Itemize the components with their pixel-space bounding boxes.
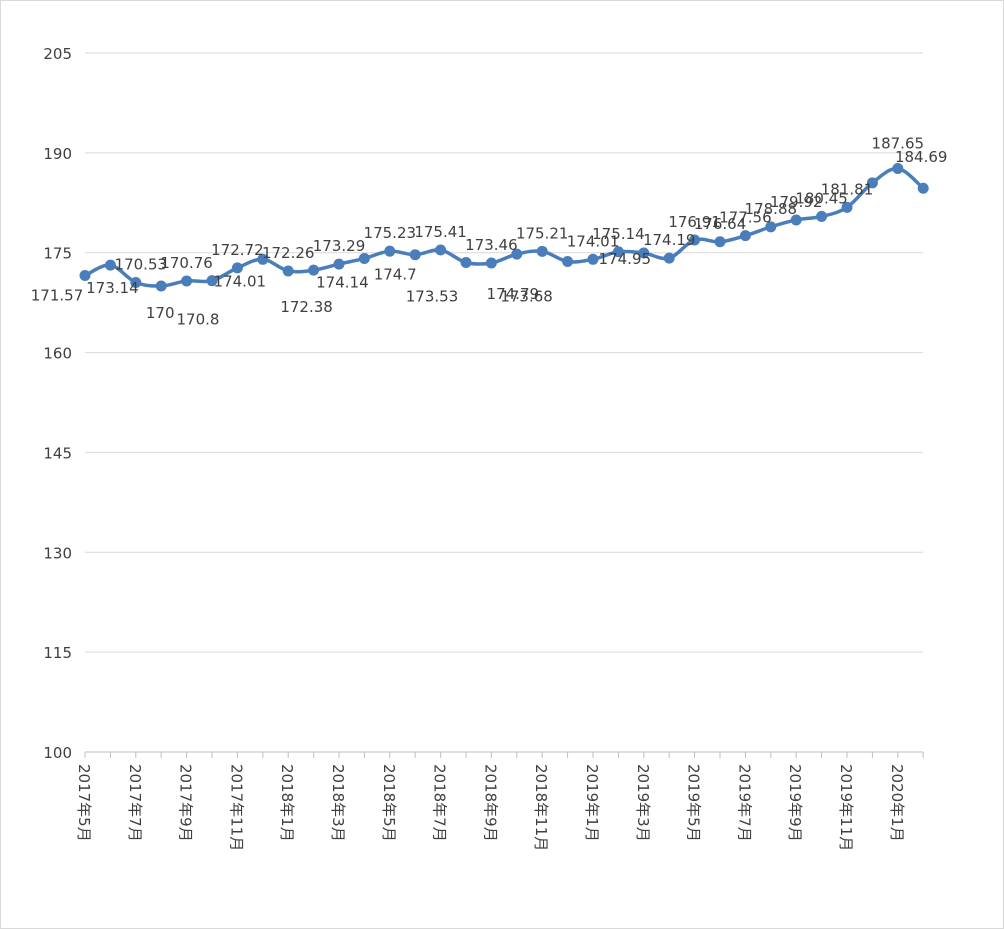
x-tick-label: 2019年1月 bbox=[583, 764, 601, 842]
x-tick-label: 2017年7月 bbox=[126, 764, 144, 842]
data-label: 170.8 bbox=[177, 311, 220, 329]
data-label: 173.46 bbox=[465, 236, 518, 254]
x-tick-label: 2018年9月 bbox=[481, 764, 499, 842]
y-tick-label: 130 bbox=[43, 544, 72, 562]
data-label: 173.29 bbox=[313, 237, 366, 255]
data-label: 172.72 bbox=[211, 241, 264, 259]
x-tick-label: 2018年3月 bbox=[329, 764, 347, 842]
data-label: 170 bbox=[146, 304, 175, 322]
data-point bbox=[511, 248, 523, 260]
data-point bbox=[689, 234, 701, 246]
data-point bbox=[181, 275, 193, 287]
data-point bbox=[257, 253, 269, 265]
data-label: 187.65 bbox=[872, 135, 925, 153]
y-tick-label: 160 bbox=[43, 345, 72, 363]
data-point bbox=[638, 247, 650, 259]
data-point bbox=[206, 275, 218, 287]
data-point bbox=[231, 262, 243, 274]
data-point bbox=[536, 245, 548, 257]
x-tick-label: 2018年1月 bbox=[278, 764, 296, 842]
data-point bbox=[358, 252, 370, 264]
data-label: 178.88 bbox=[745, 200, 798, 218]
data-label: 184.69 bbox=[895, 148, 948, 166]
data-label: 173.68 bbox=[500, 288, 553, 306]
data-point bbox=[663, 252, 675, 264]
data-label: 171.57 bbox=[31, 287, 84, 305]
data-label: 173.53 bbox=[406, 288, 459, 306]
x-tick-label: 2018年7月 bbox=[431, 764, 449, 842]
x-tick-label: 2019年11月 bbox=[837, 764, 855, 851]
data-label: 174.7 bbox=[374, 266, 417, 284]
data-label: 173.14 bbox=[86, 279, 139, 297]
data-point bbox=[155, 280, 167, 292]
series-line bbox=[84, 166, 925, 288]
x-tick-label: 2020年1月 bbox=[888, 764, 906, 842]
y-tick-label: 205 bbox=[43, 45, 72, 63]
data-label: 174.79 bbox=[487, 285, 540, 303]
x-tick-label: 2017年11月 bbox=[227, 764, 245, 851]
x-tick-label: 2019年5月 bbox=[685, 764, 703, 842]
data-point bbox=[485, 257, 497, 269]
data-point bbox=[841, 201, 853, 213]
data-point bbox=[765, 221, 777, 233]
data-point bbox=[333, 258, 345, 270]
data-point bbox=[130, 276, 142, 288]
data-point bbox=[892, 163, 904, 175]
x-tick-label: 2018年11月 bbox=[532, 764, 550, 851]
data-point bbox=[562, 256, 574, 268]
data-label: 172.26 bbox=[262, 244, 315, 262]
data-point bbox=[282, 265, 294, 277]
data-label: 179.92 bbox=[770, 193, 823, 211]
y-tick-label: 190 bbox=[43, 145, 72, 163]
x-tick-label: 2018年5月 bbox=[380, 764, 398, 842]
data-point bbox=[587, 253, 599, 265]
data-label: 176.91 bbox=[668, 213, 721, 231]
data-label: 170.53 bbox=[115, 255, 168, 273]
x-tick-label: 2019年9月 bbox=[786, 764, 804, 842]
x-tick-label: 2019年3月 bbox=[634, 764, 652, 842]
data-label: 174.95 bbox=[599, 250, 652, 268]
x-tick-label: 2017年9月 bbox=[177, 764, 195, 842]
data-point bbox=[308, 264, 320, 276]
x-tick-label: 2019年7月 bbox=[735, 764, 753, 842]
y-tick-label: 115 bbox=[43, 644, 72, 662]
data-label: 175.23 bbox=[364, 224, 417, 242]
data-label: 181.81 bbox=[821, 180, 874, 198]
data-point bbox=[917, 182, 929, 194]
data-label: 172.38 bbox=[280, 298, 333, 316]
y-tick-label: 145 bbox=[43, 444, 72, 462]
data-point bbox=[104, 259, 116, 271]
data-point bbox=[790, 214, 802, 226]
data-label: 175.41 bbox=[414, 223, 467, 241]
data-label: 175.14 bbox=[592, 225, 645, 243]
data-label: 174.01 bbox=[214, 272, 267, 290]
data-point bbox=[460, 257, 472, 269]
data-point bbox=[435, 244, 447, 256]
x-tick-label: 2017年5月 bbox=[75, 764, 93, 842]
y-tick-label: 100 bbox=[43, 744, 72, 762]
data-label: 174.19 bbox=[643, 231, 696, 249]
data-label: 177.56 bbox=[719, 209, 772, 227]
y-tick-label: 175 bbox=[43, 245, 72, 263]
data-label: 176.64 bbox=[694, 215, 747, 233]
data-point bbox=[612, 246, 624, 258]
data-label: 174.01 bbox=[567, 232, 620, 250]
data-point bbox=[409, 249, 421, 261]
data-point bbox=[384, 245, 396, 257]
data-label: 170.76 bbox=[160, 254, 213, 272]
data-point bbox=[79, 270, 91, 282]
data-point bbox=[816, 210, 828, 222]
data-label: 175.21 bbox=[516, 224, 569, 242]
data-point bbox=[739, 230, 751, 242]
data-point bbox=[866, 177, 878, 189]
data-label: 174.14 bbox=[316, 273, 369, 291]
data-label: 180.45 bbox=[795, 189, 848, 207]
data-point bbox=[714, 236, 726, 248]
